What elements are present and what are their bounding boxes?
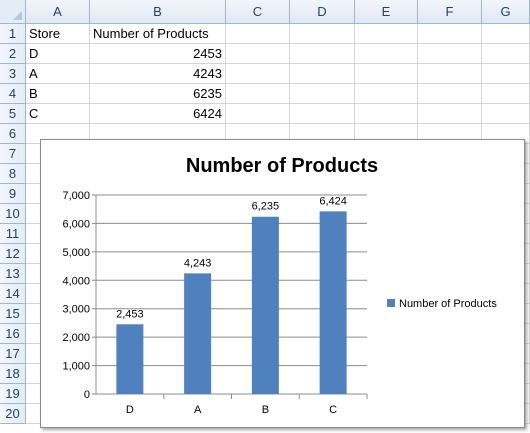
- legend-swatch: [387, 299, 395, 307]
- bar-b: [251, 216, 279, 394]
- bar-d: [116, 324, 144, 394]
- column-header-g[interactable]: G: [482, 0, 530, 24]
- row-header-18[interactable]: 18: [0, 364, 26, 384]
- cell-e4[interactable]: [355, 84, 418, 104]
- y-tick-label: 6,000: [62, 218, 90, 230]
- cell-f2[interactable]: [418, 44, 482, 64]
- x-tick-label-b: B: [262, 404, 269, 416]
- data-label-d: 2,453: [116, 308, 144, 320]
- y-tick-label: 3,000: [62, 304, 90, 316]
- y-tick-label: 0: [84, 389, 90, 401]
- bar-c: [319, 211, 347, 394]
- cell-g3[interactable]: [482, 64, 530, 84]
- select-all-corner[interactable]: [0, 0, 26, 24]
- row-header-7[interactable]: 7: [0, 144, 26, 164]
- cell-f4[interactable]: [418, 84, 482, 104]
- cell-e1[interactable]: [355, 24, 418, 44]
- column-header-e[interactable]: E: [355, 0, 418, 24]
- cell-g1[interactable]: [482, 24, 530, 44]
- cell-a2[interactable]: D: [26, 44, 90, 64]
- row-header-6[interactable]: 6: [0, 124, 26, 144]
- cell-c4[interactable]: [226, 84, 290, 104]
- y-tick-label: 1,000: [62, 361, 90, 373]
- cell-d3[interactable]: [290, 64, 355, 84]
- y-tick-label: 7,000: [62, 190, 90, 202]
- cell-b5[interactable]: 6424: [90, 104, 226, 124]
- chart-title: Number of Products: [186, 155, 378, 177]
- cell-f1[interactable]: [418, 24, 482, 44]
- cell-a4[interactable]: B: [26, 84, 90, 104]
- row-header-14[interactable]: 14: [0, 284, 26, 304]
- cell-e3[interactable]: [355, 64, 418, 84]
- x-tick-label-a: A: [194, 404, 202, 416]
- cell-b1[interactable]: Number of Products: [90, 24, 226, 44]
- row-header-10[interactable]: 10: [0, 204, 26, 224]
- column-header-f[interactable]: F: [418, 0, 482, 24]
- cell-d1[interactable]: [290, 24, 355, 44]
- row-header-19[interactable]: 19: [0, 384, 26, 404]
- data-label-b: 6,235: [252, 201, 280, 213]
- cell-c5[interactable]: [226, 104, 290, 124]
- row-header-3[interactable]: 3: [0, 64, 26, 84]
- cell-b2[interactable]: 2453: [90, 44, 226, 64]
- embedded-chart[interactable]: Number of Products 0 1,000 2,000 3,000 4,000 5…: [40, 139, 525, 428]
- cell-c2[interactable]: [226, 44, 290, 64]
- row-header-15[interactable]: 15: [0, 304, 26, 324]
- row-header-5[interactable]: 5: [0, 104, 26, 124]
- row-header-8[interactable]: 8: [0, 164, 26, 184]
- data-label-c: 6,424: [319, 195, 347, 207]
- cell-f5[interactable]: [418, 104, 482, 124]
- cell-d2[interactable]: [290, 44, 355, 64]
- x-tick-label-c: C: [329, 404, 337, 416]
- select-all-triangle-icon: [13, 11, 22, 20]
- cell-c3[interactable]: [226, 64, 290, 84]
- cell-d5[interactable]: [290, 104, 355, 124]
- cell-e5[interactable]: [355, 104, 418, 124]
- cell-b4[interactable]: 6235: [90, 84, 226, 104]
- cell-d4[interactable]: [290, 84, 355, 104]
- y-tick-label: 2,000: [62, 332, 90, 344]
- row-header-1[interactable]: 1: [0, 24, 26, 44]
- x-tick-label-d: D: [126, 404, 134, 416]
- y-tick-label: 5,000: [62, 247, 90, 259]
- cell-g4[interactable]: [482, 84, 530, 104]
- cell-g2[interactable]: [482, 44, 530, 64]
- row-header-12[interactable]: 12: [0, 244, 26, 264]
- column-header-d[interactable]: D: [290, 0, 355, 24]
- row-header-16[interactable]: 16: [0, 324, 26, 344]
- row-header-9[interactable]: 9: [0, 184, 26, 204]
- cell-a3[interactable]: A: [26, 64, 90, 84]
- row-header-11[interactable]: 11: [0, 224, 26, 244]
- chart-canvas: Number of Products 0 1,000 2,000 3,000 4,000 5…: [62, 155, 497, 416]
- row-header-17[interactable]: 17: [0, 344, 26, 364]
- bar-a: [184, 273, 212, 394]
- row-header-13[interactable]: 13: [0, 264, 26, 284]
- column-header-c[interactable]: C: [226, 0, 290, 24]
- cell-e2[interactable]: [355, 44, 418, 64]
- row-header-2[interactable]: 2: [0, 44, 26, 64]
- cell-a5[interactable]: C: [26, 104, 90, 124]
- cell-g5[interactable]: [482, 104, 530, 124]
- legend-label: Number of Products: [399, 298, 497, 310]
- data-label-a: 4,243: [184, 257, 212, 269]
- cell-c1[interactable]: [226, 24, 290, 44]
- y-tick-label: 4,000: [62, 275, 90, 287]
- column-header-b[interactable]: B: [90, 0, 226, 24]
- row-header-20[interactable]: 20: [0, 404, 26, 424]
- column-header-a[interactable]: A: [26, 0, 90, 24]
- cell-b3[interactable]: 4243: [90, 64, 226, 84]
- cell-a1[interactable]: Store: [26, 24, 90, 44]
- cell-f3[interactable]: [418, 64, 482, 84]
- row-header-4[interactable]: 4: [0, 84, 26, 104]
